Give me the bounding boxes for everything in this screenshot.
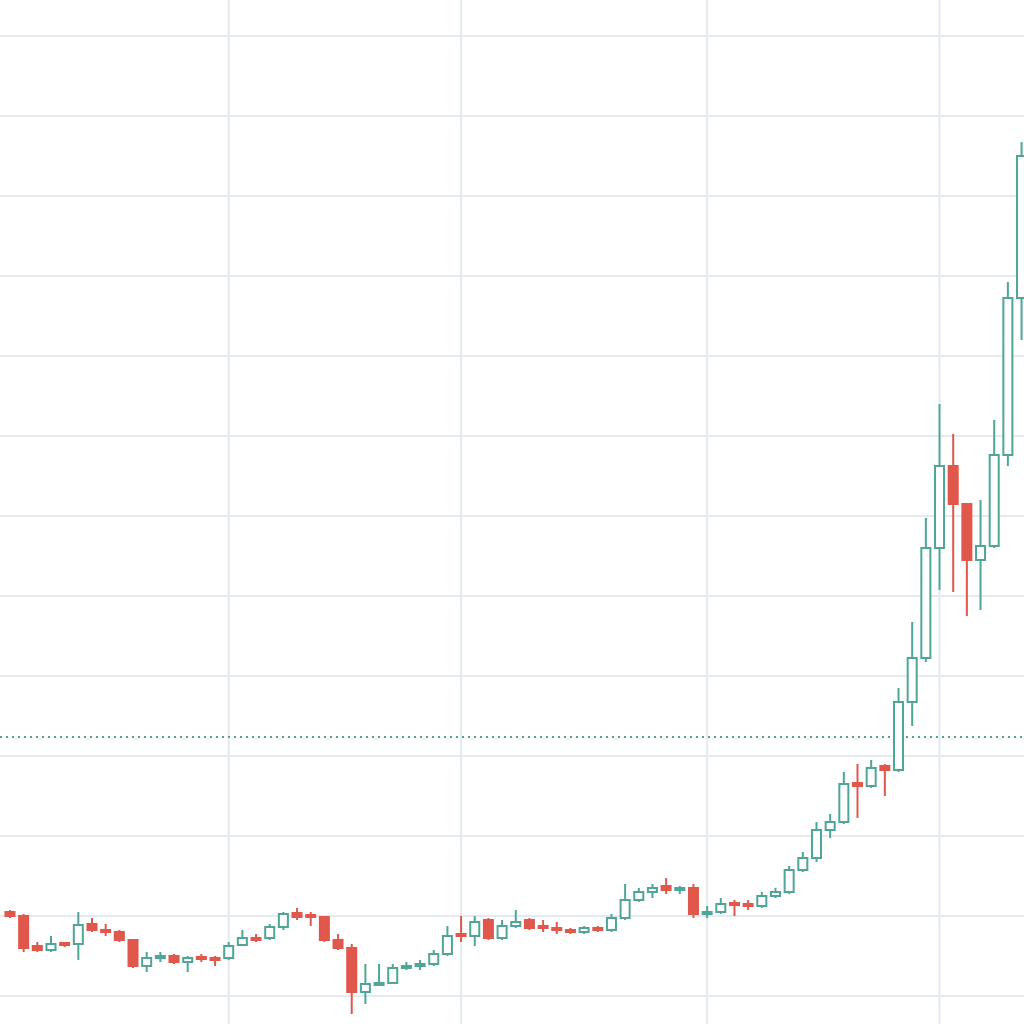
candle-body (236, 937, 248, 946)
candle-body (715, 903, 727, 913)
candle-body (291, 912, 303, 918)
candle-body (496, 925, 508, 939)
candle-body (18, 915, 30, 949)
candle-body (72, 924, 84, 945)
candle-body (619, 899, 631, 919)
candle-body (318, 916, 330, 941)
candle-body (879, 765, 891, 771)
candle-body (223, 945, 235, 959)
candle-body (113, 931, 125, 941)
candle-body (633, 891, 645, 901)
candle-body (646, 887, 658, 893)
candle-body (400, 965, 412, 969)
candle-body (797, 857, 809, 871)
candle-body (195, 956, 207, 960)
candle-body (264, 926, 276, 939)
candle-body (373, 982, 385, 986)
candle-body (742, 903, 754, 907)
candle-body (45, 943, 57, 951)
candle-body (127, 939, 139, 967)
candle-body (182, 957, 194, 963)
candle-body (332, 939, 344, 949)
candle-body (947, 465, 959, 505)
candle-body (893, 701, 905, 771)
candle-body (4, 911, 16, 917)
candle-body (154, 955, 166, 959)
candle-body (906, 657, 918, 703)
candle-body (674, 887, 686, 891)
candle-body (537, 925, 549, 929)
candle-body (441, 935, 453, 955)
candle-body (564, 929, 576, 933)
candle-body (510, 921, 522, 927)
candle-body (141, 957, 153, 967)
candle-body (769, 891, 781, 897)
candle-body (168, 955, 180, 963)
candle-body (523, 919, 535, 929)
candle-body (701, 911, 713, 915)
candle-body (346, 947, 358, 993)
candle-body (414, 963, 426, 967)
candle-body (209, 957, 221, 961)
candle-body (31, 945, 43, 951)
candle-body (59, 942, 71, 946)
candle-body (305, 914, 317, 918)
candle-body (86, 923, 98, 931)
candle-body (660, 885, 672, 891)
candle-body (824, 821, 836, 831)
candle-body (756, 895, 768, 907)
candle-body (920, 547, 932, 659)
candle-body (578, 927, 590, 933)
candle-body (359, 983, 371, 993)
candle-body (250, 937, 262, 941)
candle-body (961, 503, 973, 561)
candle-body (551, 927, 563, 931)
candle-body (592, 927, 604, 931)
candle-body (605, 917, 617, 931)
candle-body (865, 767, 877, 787)
candle-body (988, 454, 1000, 547)
candle-body (455, 933, 467, 937)
candle-body (934, 465, 946, 549)
candle-body (851, 782, 864, 787)
candle-body (277, 913, 289, 928)
candle-body (469, 921, 481, 937)
candle-body (783, 869, 795, 893)
candle-body (482, 919, 494, 939)
candle-body (100, 929, 112, 933)
candle-body (1002, 297, 1014, 456)
candle-body (387, 967, 399, 984)
candle-body (810, 829, 823, 859)
candle-body (728, 902, 740, 906)
candle-body (975, 545, 987, 561)
candle-body (838, 783, 850, 823)
candle-body (687, 887, 699, 915)
candle-body (1016, 155, 1024, 299)
candle-body (428, 953, 440, 965)
